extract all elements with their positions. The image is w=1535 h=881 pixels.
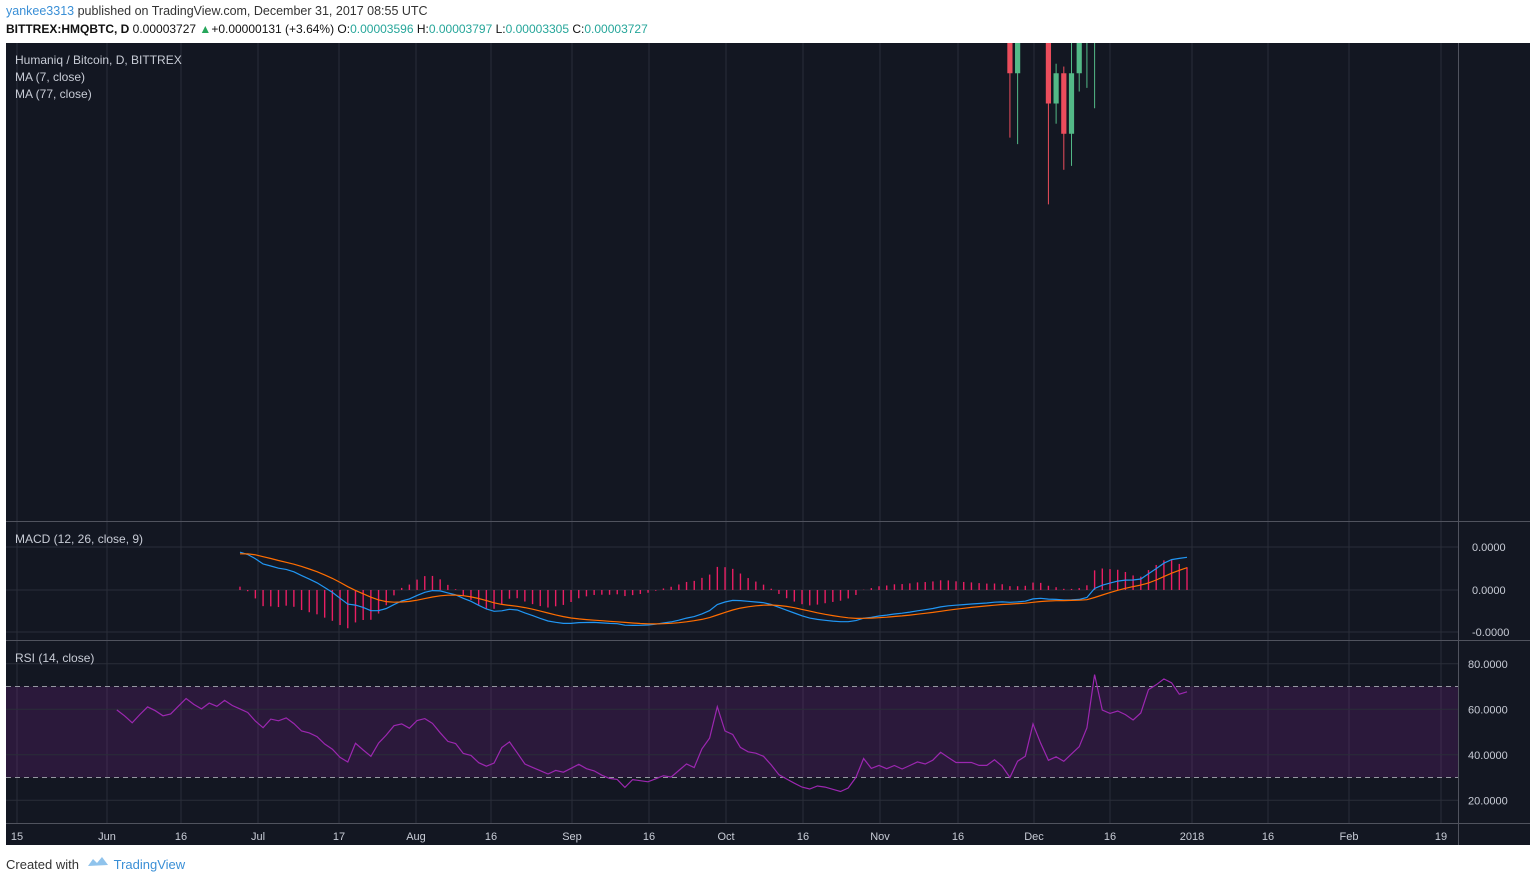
candle-body (1076, 43, 1082, 74)
high-value: 0.00003797 (428, 22, 493, 36)
x-tick-label: 15 (11, 831, 23, 843)
ma77-legend: MA (77, close) (15, 87, 92, 101)
ma7-legend: MA (7, close) (15, 70, 86, 84)
macd-line (239, 551, 1188, 627)
x-tick-label: 16 (1262, 831, 1274, 843)
last-price: 0.00003727 (132, 22, 197, 36)
x-tick-label: Oct (717, 831, 734, 843)
symbol-line: BITTREX:HMQBTC, D 0.00003727 ▲+0.0000013… (6, 22, 648, 36)
symbol: BITTREX:HMQBTC, D (6, 22, 130, 36)
candle-body (1045, 43, 1052, 104)
candle-body (1068, 73, 1075, 134)
rsi-tick-label: 40.0000 (1468, 750, 1508, 762)
rsi-tick-label: 20.0000 (1468, 795, 1508, 807)
rsi-band (6, 686, 1458, 778)
x-tick-label: Nov (870, 831, 890, 843)
low-label: L: (495, 22, 506, 36)
x-tick-label: 19 (1435, 831, 1447, 843)
x-tick-label: 16 (643, 831, 655, 843)
author-link[interactable]: yankee3313 (6, 4, 75, 18)
candles (1007, 43, 1096, 205)
macd-tick-label: 0.0000 (1472, 542, 1506, 554)
rsi-tick-label: 60.0000 (1468, 704, 1508, 716)
x-tick-label: 16 (797, 831, 809, 843)
candle-body (1007, 43, 1013, 74)
macd-tick-label: -0.0000 (1472, 627, 1509, 639)
candle-body (1053, 73, 1059, 104)
x-tick-label: 2018 (1180, 831, 1204, 843)
close-label: C: (572, 22, 585, 36)
chart-svg[interactable]: 15 Jun 16 Jul 17 Aug 16 Sep 16 Oct 16 Nov 16 Dec 16 201… (6, 43, 1530, 845)
x-tick-label: Feb (1340, 831, 1359, 843)
x-tick-label: Sep (562, 831, 582, 843)
x-tick-label: 16 (1104, 831, 1116, 843)
rsi-legend: RSI (14, close) (15, 651, 95, 665)
published-text: published on TradingView.com, December 3… (77, 4, 428, 18)
open-label: O: (337, 22, 351, 36)
chart-area[interactable]: 15 Jun 16 Jul 17 Aug 16 Sep 16 Oct 16 Nov 16 Dec 16 201… (6, 43, 1530, 845)
macd-legend: MACD (12, 26, close, 9) (15, 532, 144, 546)
change: +0.00000131 (+3.64%) (211, 22, 335, 36)
x-tick-label: 16 (175, 831, 187, 843)
tradingview-link[interactable]: TradingView (113, 857, 186, 872)
signal-line (239, 553, 1188, 625)
x-tick-label: 16 (952, 831, 964, 843)
publish-line: yankee3313 published on TradingView.com,… (6, 4, 428, 18)
open-value: 0.00003596 (350, 22, 414, 36)
high-label: H: (416, 22, 429, 36)
candle-body (1061, 73, 1067, 134)
rsi-tick-label: 80.0000 (1468, 659, 1508, 671)
rsi-line (116, 674, 1188, 793)
x-tick-label: Jun (98, 831, 116, 843)
macd-tick-label: 0.0000 (1472, 585, 1506, 597)
macd-histogram (239, 560, 1188, 629)
x-tick-label: Aug (406, 831, 426, 843)
main-title: Humaniq / Bitcoin, D, BITTREX (15, 53, 182, 67)
tradingview-logo-icon (86, 857, 110, 872)
up-triangle-icon: ▲ (199, 22, 212, 36)
close-value: 0.00003727 (584, 22, 648, 36)
x-tick-label: 17 (333, 831, 345, 843)
created-with: Created with (6, 857, 79, 872)
x-tick-label: 16 (485, 831, 497, 843)
low-value: 0.00003305 (505, 22, 570, 36)
x-tick-label: Dec (1024, 831, 1044, 843)
x-tick-label: Jul (251, 831, 265, 843)
candle-body (1015, 43, 1021, 74)
footer: Created with TradingView (6, 855, 185, 872)
